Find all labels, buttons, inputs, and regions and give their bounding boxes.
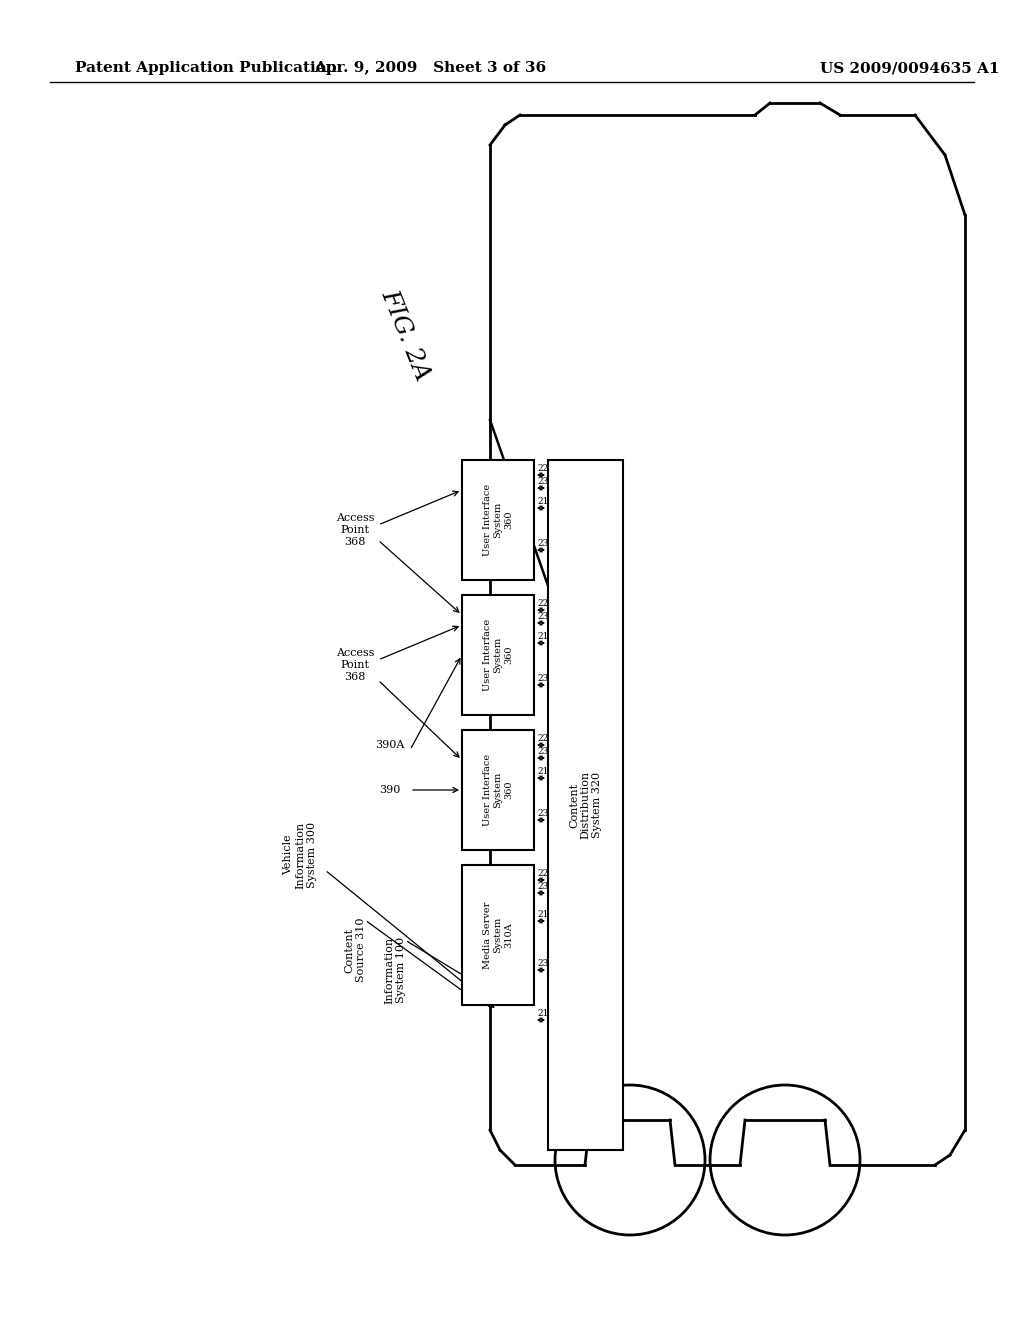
Text: 230: 230 [537,539,554,548]
Text: Access
Point
368: Access Point 368 [336,648,374,681]
Text: User Interface
System
360: User Interface System 360 [483,754,513,826]
Text: 210: 210 [537,632,554,642]
Text: 390: 390 [379,785,400,795]
Text: 220: 220 [537,599,554,609]
Text: 230: 230 [537,612,554,620]
Text: Content
Source 310: Content Source 310 [344,917,366,982]
Bar [548,459,623,1150]
Text: 230: 230 [537,675,554,682]
Text: Content
Distribution
System 320: Content Distribution System 320 [569,771,602,840]
Text: 230: 230 [537,477,554,486]
Text: 210: 210 [537,767,554,776]
Text: User Interface
System
360: User Interface System 360 [483,484,513,556]
Text: 220: 220 [537,734,554,743]
Text: 220: 220 [537,465,554,473]
Text: US 2009/0094635 A1: US 2009/0094635 A1 [820,61,999,75]
Bar [462,595,534,715]
Text: 230: 230 [537,960,554,968]
Bar [462,865,534,1005]
Text: Vehicle
Information
System 300: Vehicle Information System 300 [284,821,316,888]
Bar [462,730,534,850]
Text: FIG. 2A: FIG. 2A [376,286,434,384]
Text: 220: 220 [537,869,554,878]
Text: 210: 210 [537,498,554,506]
Text: 230: 230 [537,809,554,818]
Text: Patent Application Publication: Patent Application Publication [75,61,337,75]
Text: Information
System 100: Information System 100 [384,936,406,1003]
Bar [462,459,534,579]
Text: 210: 210 [537,1008,554,1018]
Text: Access
Point
368: Access Point 368 [336,513,374,546]
Text: 230: 230 [537,747,554,756]
Text: Media Server
System
310A: Media Server System 310A [483,902,513,969]
Text: 390A: 390A [376,741,404,750]
Text: 210: 210 [537,909,554,919]
Text: Apr. 9, 2009   Sheet 3 of 36: Apr. 9, 2009 Sheet 3 of 36 [314,61,546,75]
Text: 230: 230 [537,882,554,891]
Text: User Interface
System
360: User Interface System 360 [483,619,513,692]
